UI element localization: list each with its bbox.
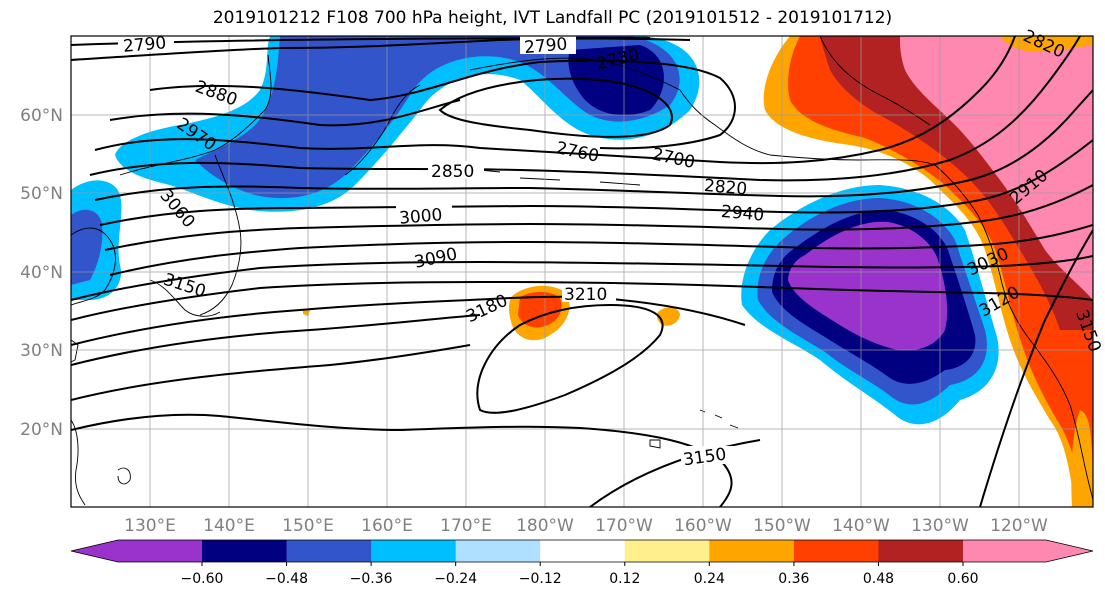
lon-label: 160°W bbox=[674, 516, 732, 536]
colorbar-segment bbox=[878, 540, 964, 562]
colorbar-tick-label: 0.24 bbox=[694, 571, 725, 587]
colorbar-segment bbox=[709, 540, 795, 562]
colorbar-tick-label: −0.24 bbox=[434, 571, 477, 587]
colorbar-segment bbox=[793, 540, 879, 562]
lon-label: 130°E bbox=[124, 516, 176, 536]
colorbar-tick-label: −0.48 bbox=[265, 571, 308, 587]
colorbar-outline bbox=[70, 539, 1094, 563]
lat-label: 20°N bbox=[20, 420, 63, 440]
latitude-labels: 60°N 50°N 40°N 30°N 20°N bbox=[20, 106, 63, 440]
lon-label: 150°W bbox=[753, 516, 811, 536]
contour-label: 3000 bbox=[398, 205, 443, 229]
colorbar-tick-label: 0.36 bbox=[778, 571, 809, 587]
lat-label: 50°N bbox=[20, 184, 63, 204]
colorbar-segment bbox=[371, 540, 457, 562]
longitude-labels: 130°E 140°E 150°E 160°E 170°E 180°W 170°… bbox=[124, 516, 1048, 536]
colorbar bbox=[70, 539, 1094, 563]
contour-label: 3210 bbox=[564, 285, 607, 305]
colorbar-tick-label: −0.12 bbox=[519, 571, 562, 587]
positive-shading-central bbox=[303, 285, 680, 341]
colorbar-tick-label: 0.12 bbox=[609, 571, 640, 587]
lon-label: 170°E bbox=[440, 516, 492, 536]
colorbar-segment bbox=[455, 540, 541, 562]
colorbar-segment bbox=[624, 540, 710, 562]
map-title: 2019101212 F108 700 hPa height, IVT Land… bbox=[212, 8, 893, 28]
lat-label: 30°N bbox=[20, 341, 63, 361]
lon-label: 170°W bbox=[595, 516, 653, 536]
colorbar-tick-label: −0.36 bbox=[350, 571, 393, 587]
colorbar-tick-label: 0.60 bbox=[947, 571, 978, 587]
contour-label: 2940 bbox=[720, 202, 765, 226]
lon-label: 130°W bbox=[911, 516, 969, 536]
colorbar-segment bbox=[286, 540, 372, 562]
contour-label: 2790 bbox=[523, 34, 568, 58]
lon-label: 160°E bbox=[361, 516, 413, 536]
colorbar-segment bbox=[540, 540, 626, 562]
contour-label: 2820 bbox=[703, 176, 748, 200]
colorbar-tick-label: −0.60 bbox=[181, 571, 224, 587]
colorbar-segment bbox=[963, 540, 1093, 562]
contour-label: 2790 bbox=[122, 33, 167, 57]
colorbar-tick-labels: −0.60 −0.48 −0.36 −0.24 −0.12 0.12 0.24 0.36 0.4… bbox=[181, 562, 979, 587]
lat-label: 60°N bbox=[20, 106, 63, 126]
contour-label: 2850 bbox=[431, 162, 474, 182]
lon-label: 140°W bbox=[832, 516, 890, 536]
negative-shading-east bbox=[741, 185, 999, 425]
lon-label: 180°W bbox=[516, 516, 574, 536]
colorbar-segment bbox=[202, 540, 288, 562]
lat-label: 40°N bbox=[20, 263, 63, 283]
colorbar-segment bbox=[71, 540, 202, 562]
height-contours bbox=[71, 36, 1093, 507]
lon-label: 140°E bbox=[203, 516, 255, 536]
lon-label: 120°W bbox=[990, 516, 1048, 536]
colorbar-tick-label: 0.48 bbox=[863, 571, 894, 587]
lon-label: 150°E bbox=[282, 516, 334, 536]
map-frame bbox=[70, 35, 1094, 508]
